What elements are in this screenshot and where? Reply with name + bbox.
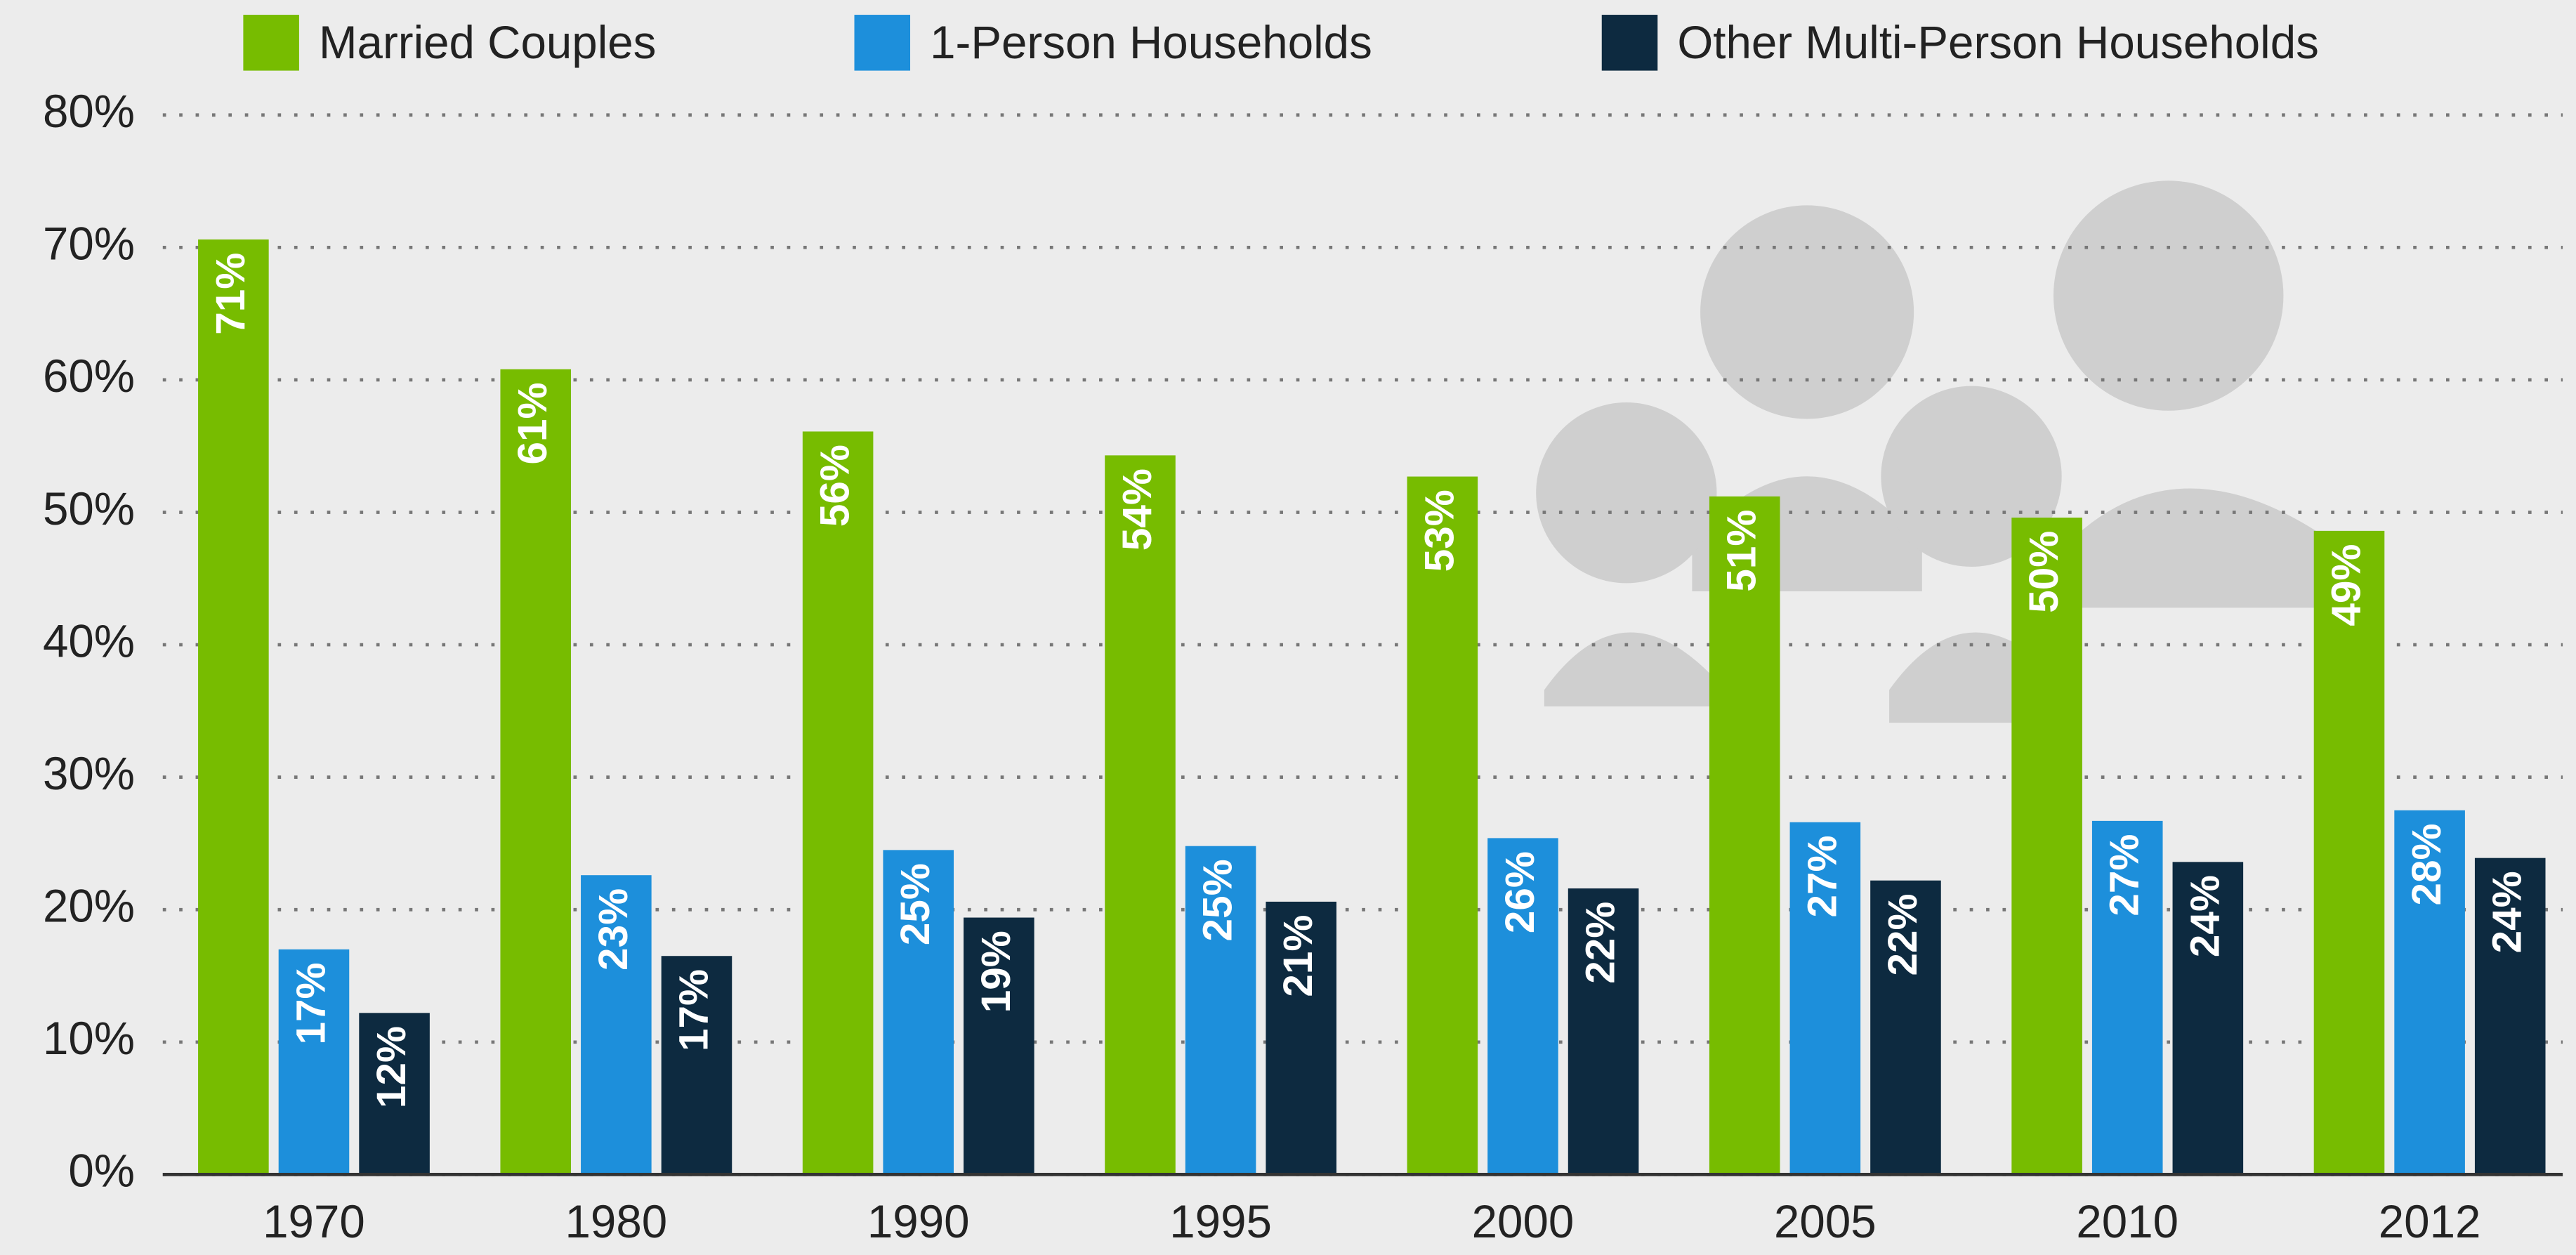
bar	[500, 369, 571, 1175]
x-tick-label: 1990	[867, 1196, 970, 1247]
y-tick-label: 10%	[43, 1013, 135, 1064]
legend-swatch	[243, 15, 299, 71]
legend-swatch	[1602, 15, 1658, 71]
value-label: 21%	[1275, 915, 1321, 997]
legend-label: Married Couples	[319, 17, 656, 68]
bar	[2314, 531, 2385, 1175]
value-label: 53%	[1417, 489, 1462, 572]
legend-swatch	[855, 15, 911, 71]
value-label: 23%	[591, 888, 636, 971]
value-label: 71%	[208, 253, 254, 335]
value-label: 54%	[1115, 468, 1160, 551]
value-label: 17%	[288, 963, 334, 1045]
y-tick-label: 0%	[68, 1145, 135, 1197]
value-label: 51%	[1719, 510, 1765, 592]
value-label: 19%	[973, 931, 1019, 1013]
x-tick-label: 1970	[263, 1196, 365, 1247]
value-label: 26%	[1497, 851, 1543, 933]
x-tick-label: 1995	[1169, 1196, 1272, 1247]
value-label: 27%	[1799, 835, 1845, 917]
x-tick-label: 1980	[565, 1196, 668, 1247]
x-tick-label: 2005	[1774, 1196, 1877, 1247]
value-label: 24%	[2485, 871, 2530, 953]
value-label: 50%	[2021, 531, 2067, 613]
value-label: 22%	[1578, 902, 1624, 984]
bar	[1709, 497, 1780, 1175]
chart: 0% 10% 20% 30% 40% 50% 60% 70% 80% Married Couple…	[0, 0, 2576, 1255]
bar	[803, 431, 874, 1174]
value-label: 27%	[2102, 834, 2148, 916]
value-label: 61%	[510, 383, 556, 465]
x-tick-label: 2012	[2379, 1196, 2481, 1247]
value-label: 12%	[369, 1026, 414, 1108]
y-tick-label: 40%	[43, 615, 135, 666]
bar	[198, 239, 269, 1174]
page: {"chart_data": {"type": "bar", "categori…	[0, 0, 2576, 1255]
bar	[2011, 518, 2082, 1174]
value-label: 28%	[2404, 823, 2450, 905]
legend-label: Other Multi-Person Households	[1677, 17, 2319, 68]
value-label: 17%	[671, 969, 716, 1051]
value-label: 25%	[893, 863, 938, 945]
bar	[1105, 455, 1176, 1174]
legend-label: 1-Person Households	[930, 17, 1372, 68]
value-label: 56%	[813, 445, 858, 527]
y-tick-label: 80%	[43, 86, 135, 137]
y-tick-label: 30%	[43, 748, 135, 799]
value-label: 22%	[1880, 893, 1926, 975]
x-tick-label: 2000	[1472, 1196, 1575, 1247]
bar	[1407, 477, 1478, 1175]
value-label: 49%	[2323, 544, 2369, 626]
y-tick-label: 70%	[43, 218, 135, 270]
y-tick-label: 50%	[43, 483, 135, 534]
y-tick-label: 60%	[43, 350, 135, 402]
value-label: 24%	[2182, 875, 2228, 957]
y-tick-label: 20%	[43, 881, 135, 932]
x-tick-label: 2010	[2076, 1196, 2179, 1247]
value-label: 25%	[1195, 859, 1241, 941]
